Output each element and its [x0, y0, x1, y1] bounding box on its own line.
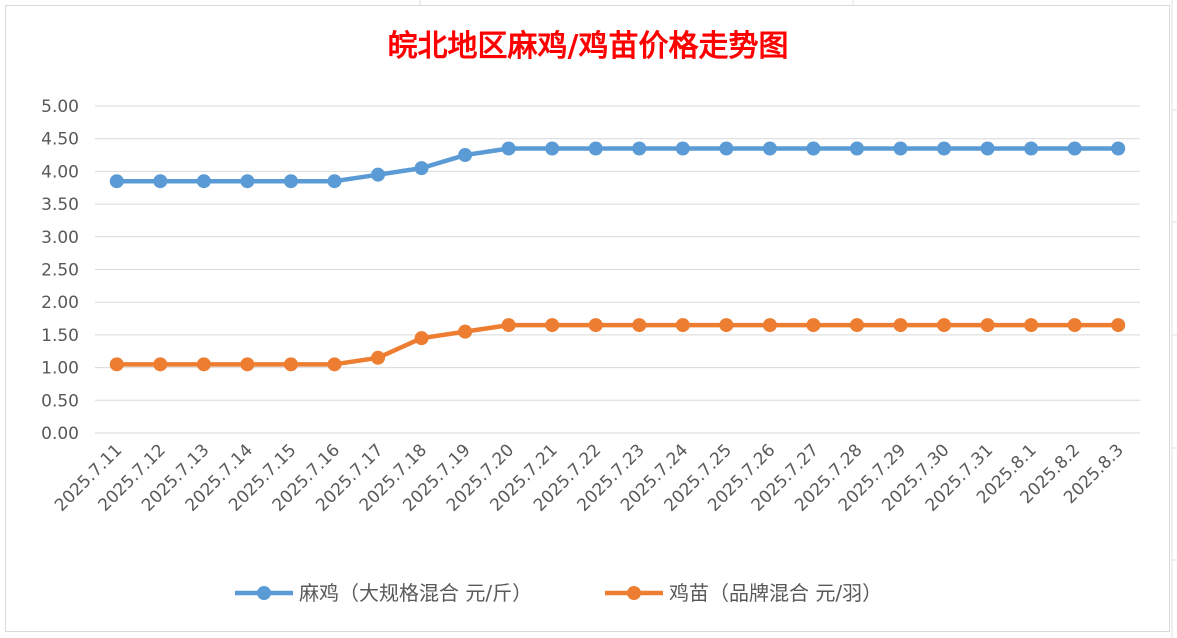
- line-chart: 皖北地区麻鸡/鸡苗价格走势图 0.00 0.50 1.00 1.50 2.00 2.50 3…: [41, 29, 1140, 605]
- data-point[interactable]: [849, 318, 864, 333]
- data-point[interactable]: [849, 141, 864, 156]
- data-point[interactable]: [937, 318, 952, 333]
- data-point[interactable]: [545, 318, 560, 333]
- legend-item-1[interactable]: 麻鸡（大规格混合 元/斤）: [235, 581, 532, 605]
- data-point[interactable]: [719, 141, 734, 156]
- y-tick-label: 0.50: [41, 391, 79, 411]
- legend-marker: [627, 586, 641, 600]
- data-point[interactable]: [762, 318, 777, 333]
- y-axis-ticks: 0.00 0.50 1.00 1.50 2.00 2.50 3.00 3.50 4.00 4.50…: [41, 97, 79, 444]
- data-point[interactable]: [196, 174, 211, 189]
- data-point[interactable]: [937, 141, 952, 156]
- data-point[interactable]: [1067, 141, 1082, 156]
- data-point[interactable]: [327, 174, 342, 189]
- chart-area[interactable]: 皖北地区麻鸡/鸡苗价格走势图 0.00 0.50 1.00 1.50 2.00 2.50 3…: [5, 5, 1170, 632]
- data-point[interactable]: [1111, 318, 1126, 333]
- data-point[interactable]: [153, 357, 168, 372]
- data-point[interactable]: [501, 141, 516, 156]
- data-point[interactable]: [501, 318, 516, 333]
- data-point[interactable]: [458, 324, 473, 339]
- data-point[interactable]: [283, 174, 298, 189]
- data-point[interactable]: [371, 167, 386, 182]
- data-point[interactable]: [240, 174, 255, 189]
- x-axis-ticks: 2025.7.112025.7.122025.7.132025.7.142025…: [51, 440, 1128, 515]
- chart-title: 皖北地区麻鸡/鸡苗价格走势图: [388, 29, 789, 64]
- y-tick-label: 1.00: [41, 359, 79, 379]
- y-tick-label: 0.00: [41, 424, 79, 444]
- series-lines: [109, 141, 1126, 372]
- data-point[interactable]: [806, 141, 821, 156]
- series-line: [116, 146, 1119, 184]
- data-point[interactable]: [109, 357, 124, 372]
- data-point[interactable]: [240, 357, 255, 372]
- data-point[interactable]: [632, 318, 647, 333]
- data-point[interactable]: [545, 141, 560, 156]
- data-point[interactable]: [371, 350, 386, 365]
- y-tick-label: 2.50: [41, 261, 79, 281]
- series-1: [109, 141, 1126, 189]
- data-point[interactable]: [893, 318, 908, 333]
- data-point[interactable]: [283, 357, 298, 372]
- gridlines: [95, 105, 1140, 434]
- data-point[interactable]: [327, 357, 342, 372]
- y-tick-label: 3.00: [41, 228, 79, 248]
- data-point[interactable]: [588, 318, 603, 333]
- data-point[interactable]: [414, 331, 429, 346]
- legend[interactable]: 麻鸡（大规格混合 元/斤） 鸡苗（品牌混合 元/羽）: [235, 581, 882, 605]
- data-point[interactable]: [588, 141, 603, 156]
- y-tick-label: 4.50: [41, 130, 79, 150]
- data-point[interactable]: [196, 357, 211, 372]
- data-point[interactable]: [109, 174, 124, 189]
- data-point[interactable]: [893, 141, 908, 156]
- legend-label: 鸡苗（品牌混合 元/羽）: [669, 581, 882, 605]
- data-point[interactable]: [675, 318, 690, 333]
- data-point[interactable]: [414, 161, 429, 176]
- data-point[interactable]: [1067, 318, 1082, 333]
- data-point[interactable]: [806, 318, 821, 333]
- legend-marker: [257, 586, 271, 600]
- y-tick-label: 2.00: [41, 293, 79, 313]
- y-tick-label: 4.00: [41, 162, 79, 182]
- data-point[interactable]: [153, 174, 168, 189]
- data-point[interactable]: [980, 318, 995, 333]
- data-point[interactable]: [1024, 318, 1039, 333]
- y-tick-label: 5.00: [41, 97, 79, 117]
- data-point[interactable]: [762, 141, 777, 156]
- series-line: [116, 322, 1119, 367]
- data-point[interactable]: [980, 141, 995, 156]
- data-point[interactable]: [632, 141, 647, 156]
- data-point[interactable]: [458, 148, 473, 163]
- series-2: [109, 318, 1126, 372]
- y-tick-label: 1.50: [41, 326, 79, 346]
- data-point[interactable]: [675, 141, 690, 156]
- legend-item-2[interactable]: 鸡苗（品牌混合 元/羽）: [605, 581, 882, 605]
- y-tick-label: 3.50: [41, 195, 79, 215]
- data-point[interactable]: [1111, 141, 1126, 156]
- data-point[interactable]: [719, 318, 734, 333]
- data-point[interactable]: [1024, 141, 1039, 156]
- legend-label: 麻鸡（大规格混合 元/斤）: [299, 581, 532, 605]
